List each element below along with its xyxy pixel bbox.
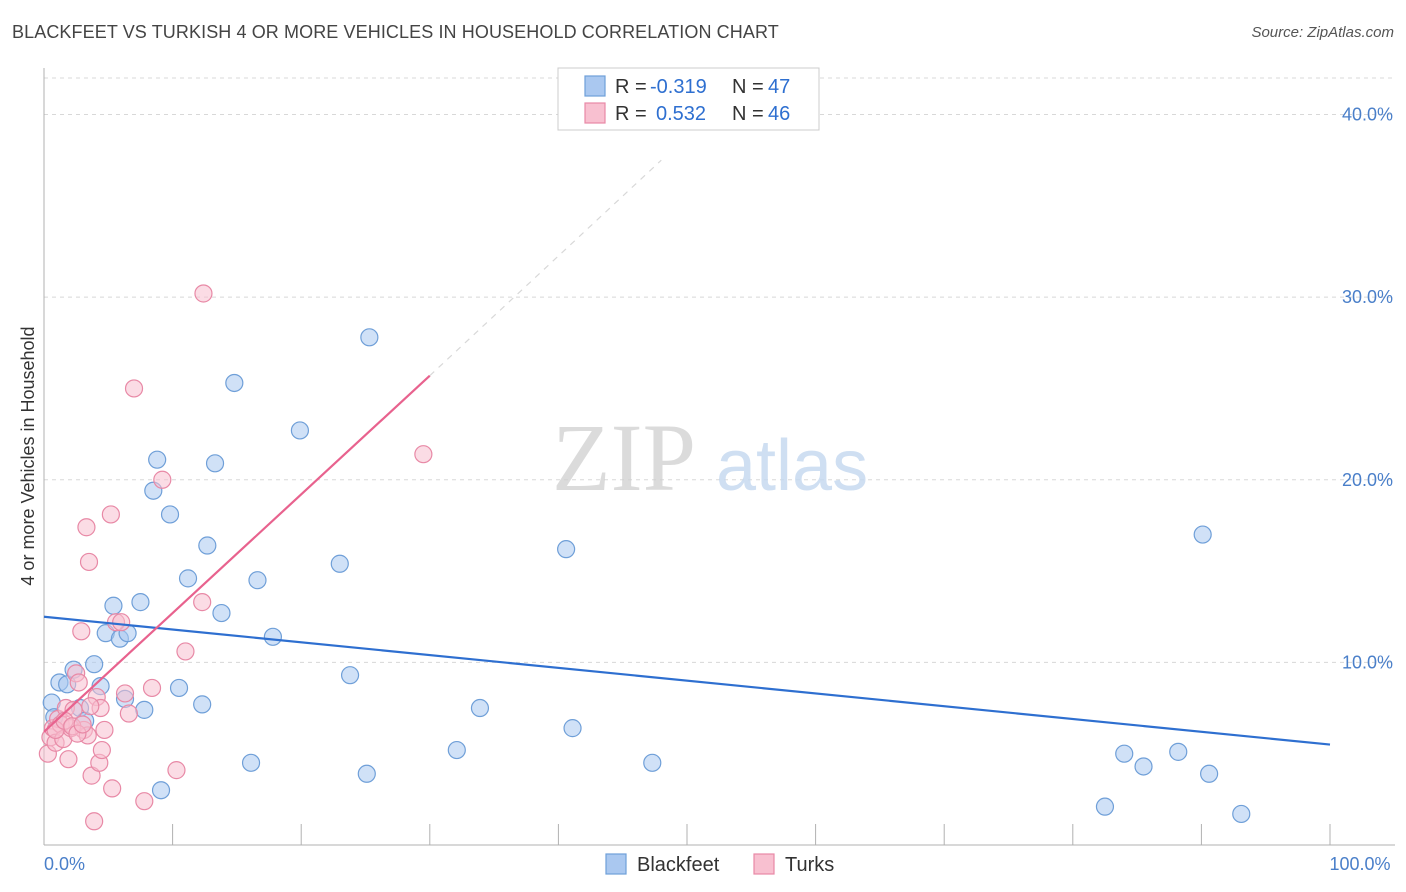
point-blackfeet-36 (470, 698, 490, 718)
trend-lines (43, 159, 1331, 746)
point-turks-29 (115, 684, 135, 703)
point-blackfeet-29 (263, 627, 283, 646)
y-tick-label-0: 10.0% (1342, 652, 1393, 672)
point-turks-28 (112, 613, 131, 632)
point-blackfeet-30 (290, 421, 310, 440)
point-turks-34 (153, 470, 172, 489)
point-blackfeet-34 (360, 328, 379, 347)
point-turks-23 (92, 740, 111, 760)
point-blackfeet-15 (135, 700, 154, 719)
watermark-atlas: atlas (716, 426, 868, 506)
point-blackfeet-20 (169, 678, 189, 698)
watermark-zip: ZIP (552, 404, 696, 511)
point-blackfeet-28 (248, 571, 267, 590)
point-blackfeet-7 (85, 655, 104, 674)
point-turks-44 (73, 715, 92, 734)
point-blackfeet-32 (340, 666, 360, 685)
point-blackfeet-46 (1232, 804, 1251, 824)
point-turks-8 (59, 750, 78, 769)
point-blackfeet-22 (193, 695, 212, 714)
point-blackfeet-43 (1169, 742, 1188, 761)
point-turks-31 (124, 379, 144, 398)
point-turks-13 (72, 622, 91, 641)
point-blackfeet-21 (178, 569, 198, 588)
series-legend-label-blackfeet: Blackfeet (637, 854, 720, 876)
point-blackfeet-19 (160, 505, 180, 524)
point-blackfeet-27 (241, 753, 261, 772)
point-blackfeet-35 (447, 740, 466, 760)
point-blackfeet-10 (104, 596, 123, 615)
legend-r-value-blackfeet: -0.319 (650, 76, 707, 98)
series-legend-swatch-blackfeet (605, 853, 627, 875)
point-turks-36 (176, 642, 195, 661)
point-blackfeet-37 (557, 540, 576, 559)
chart-source: Source: ZipAtlas.com (1251, 24, 1394, 41)
x-tick-labels: 0.0% 100.0% (44, 854, 1391, 874)
point-turks-24 (95, 720, 114, 740)
y-tick-labels: 10.0% 20.0% 30.0% 40.0% (1342, 105, 1393, 673)
x-tick-label-0: 0.0% (44, 854, 85, 874)
point-turks-33 (142, 678, 162, 698)
x-tick-label-1: 100.0% (1329, 854, 1390, 874)
watermark: ZIP atlas (552, 404, 868, 511)
y-axis-label: 4 or more Vehicles in Household (18, 326, 38, 585)
series-legend-label-turks: Turks (785, 854, 834, 876)
series-legend: Blackfeet Turks (605, 853, 834, 876)
point-blackfeet-26 (225, 373, 244, 393)
point-blackfeet-41 (1115, 744, 1134, 763)
point-turks-19 (85, 812, 104, 831)
axes (43, 68, 1395, 846)
chart-title: BLACKFEET VS TURKISH 4 OR MORE VEHICLES … (12, 22, 779, 42)
point-turks-32 (135, 792, 154, 811)
point-blackfeet-42 (1134, 757, 1153, 776)
legend-r-value-turks: 0.532 (656, 103, 706, 125)
point-blackfeet-31 (330, 554, 349, 573)
point-turks-37 (193, 593, 212, 612)
legend-swatch-turks (584, 102, 606, 124)
series-legend-swatch-turks (753, 853, 775, 875)
point-blackfeet-18 (151, 781, 171, 800)
y-tick-label-2: 30.0% (1342, 287, 1393, 307)
legend-n-value-turks: 46 (768, 103, 790, 125)
point-turks-26 (103, 779, 122, 798)
point-turks-25 (101, 505, 120, 524)
point-turks-30 (119, 704, 138, 723)
point-blackfeet-14 (131, 593, 150, 612)
point-blackfeet-39 (643, 753, 662, 772)
point-turks-39 (414, 445, 433, 464)
point-blackfeet-25 (212, 603, 231, 623)
y-tick-label-1: 20.0% (1342, 470, 1393, 490)
legend-n-label-blackfeet: N = (732, 76, 764, 98)
trend-line-extension-turks (429, 159, 662, 377)
data-points (38, 284, 1251, 831)
point-turks-45 (81, 697, 100, 716)
point-blackfeet-24 (205, 454, 225, 473)
point-blackfeet-45 (1200, 764, 1219, 783)
point-blackfeet-38 (563, 719, 582, 738)
legend-r-label-turks: R = (615, 103, 647, 125)
point-turks-38 (194, 284, 213, 303)
point-blackfeet-17 (148, 450, 167, 469)
legend-swatch-blackfeet (584, 75, 606, 97)
trend-line-turks (43, 374, 431, 733)
stats-legend: R = -0.319 N = 47 R = 0.532 N = 46 (557, 67, 820, 131)
point-blackfeet-40 (1095, 797, 1115, 816)
point-blackfeet-44 (1193, 525, 1212, 544)
legend-r-label-blackfeet: R = (615, 76, 647, 98)
point-turks-17 (79, 552, 99, 572)
trend-line-blackfeet (43, 615, 1331, 746)
point-turks-15 (77, 518, 96, 537)
point-turks-35 (167, 761, 186, 780)
y-tick-label-3: 40.0% (1342, 105, 1393, 125)
point-blackfeet-23 (198, 536, 217, 555)
point-blackfeet-33 (357, 764, 376, 783)
legend-n-label-turks: N = (732, 103, 764, 125)
point-turks-12 (69, 673, 88, 692)
legend-n-value-blackfeet: 47 (768, 76, 790, 98)
gridlines (44, 77, 1395, 663)
x-tick-marks (172, 824, 1331, 845)
